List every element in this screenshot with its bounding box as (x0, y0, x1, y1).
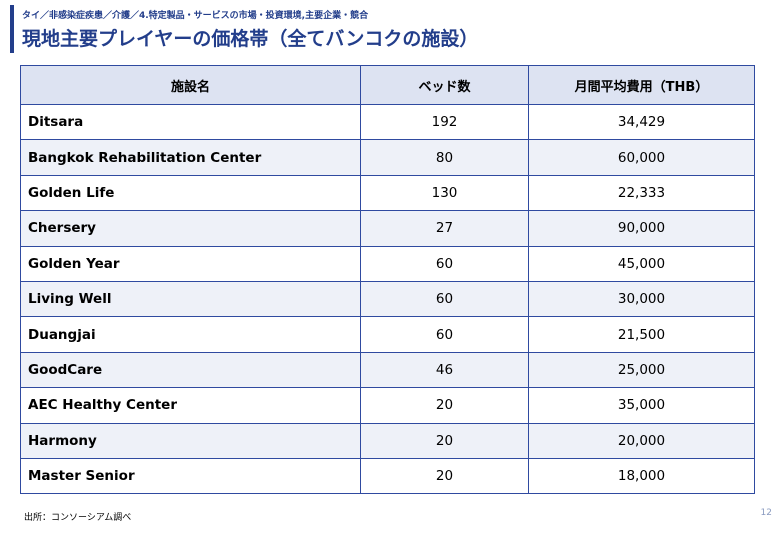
table-row: Golden Life 130 22,333 (20, 174, 755, 212)
monthly-cost-cell: 45,000 (528, 245, 755, 282)
bed-count-cell: 20 (360, 387, 529, 424)
bed-count-cell: 46 (360, 351, 529, 389)
bed-count-cell: 192 (360, 103, 529, 141)
table-row: GoodCare 46 25,000 (20, 351, 755, 389)
monthly-cost-cell: 90,000 (528, 210, 755, 247)
facility-name-cell: Harmony (20, 422, 361, 459)
bed-count-cell: 20 (360, 422, 529, 459)
facility-name-cell: Duangjai (20, 316, 361, 353)
table-row: Ditsara 192 34,429 (20, 103, 755, 141)
bed-count-cell: 27 (360, 210, 529, 247)
monthly-cost-cell: 34,429 (528, 103, 755, 141)
facility-name-cell: Golden Year (20, 245, 361, 282)
bed-count-cell: 60 (360, 316, 529, 353)
table-row: AEC Healthy Center 20 35,000 (20, 387, 755, 424)
table-header-row: 施設名 ベッド数 月間平均費用（THB） (20, 65, 755, 105)
bed-count-cell: 80 (360, 139, 529, 176)
price-table: 施設名 ベッド数 月間平均費用（THB） Ditsara 192 34,429 Ban… (20, 65, 755, 495)
monthly-cost-cell: 20,000 (528, 422, 755, 459)
bed-count-cell: 60 (360, 280, 529, 318)
table-row: Golden Year 60 45,000 (20, 245, 755, 282)
facility-name-cell: Living Well (20, 280, 361, 318)
column-header-beds: ベッド数 (360, 65, 529, 105)
table-body: Ditsara 192 34,429 Bangkok Rehabilitation C… (20, 103, 755, 495)
price-table-container: 施設名 ベッド数 月間平均費用（THB） Ditsara 192 34,429 Ban… (20, 65, 755, 495)
monthly-cost-cell: 18,000 (528, 457, 755, 495)
bed-count-cell: 20 (360, 457, 529, 495)
facility-name-cell: AEC Healthy Center (20, 387, 361, 424)
facility-name-cell: Golden Life (20, 174, 361, 212)
title-accent-bar (10, 5, 14, 53)
page-number: 12 (760, 508, 772, 518)
table-row: Bangkok Rehabilitation Center 80 60,000 (20, 139, 755, 176)
monthly-cost-cell: 60,000 (528, 139, 755, 176)
facility-name-cell: Ditsara (20, 103, 361, 141)
source-note: 出所：コンソーシアム調べ (24, 513, 132, 523)
table-row: Master Senior 20 18,000 (20, 457, 755, 495)
table-row: Living Well 60 30,000 (20, 280, 755, 318)
table-row: Harmony 20 20,000 (20, 422, 755, 459)
column-header-facility: 施設名 (20, 65, 361, 105)
column-header-monthly-cost: 月間平均費用（THB） (528, 65, 755, 105)
facility-name-cell: Bangkok Rehabilitation Center (20, 139, 361, 176)
monthly-cost-cell: 21,500 (528, 316, 755, 353)
monthly-cost-cell: 25,000 (528, 351, 755, 389)
table-row: Chersery 27 90,000 (20, 210, 755, 247)
facility-name-cell: GoodCare (20, 351, 361, 389)
monthly-cost-cell: 22,333 (528, 174, 755, 212)
table-row: Duangjai 60 21,500 (20, 316, 755, 353)
facility-name-cell: Master Senior (20, 457, 361, 495)
page-title: 現地主要プレイヤーの価格帯（全てバンコクの施設） (22, 28, 479, 50)
bed-count-cell: 130 (360, 174, 529, 212)
monthly-cost-cell: 30,000 (528, 280, 755, 318)
facility-name-cell: Chersery (20, 210, 361, 247)
monthly-cost-cell: 35,000 (528, 387, 755, 424)
breadcrumb: タイ／非感染症疾患／介護／4.特定製品・サービスの市場・投資環境,主要企業・競合 (22, 11, 369, 21)
bed-count-cell: 60 (360, 245, 529, 282)
